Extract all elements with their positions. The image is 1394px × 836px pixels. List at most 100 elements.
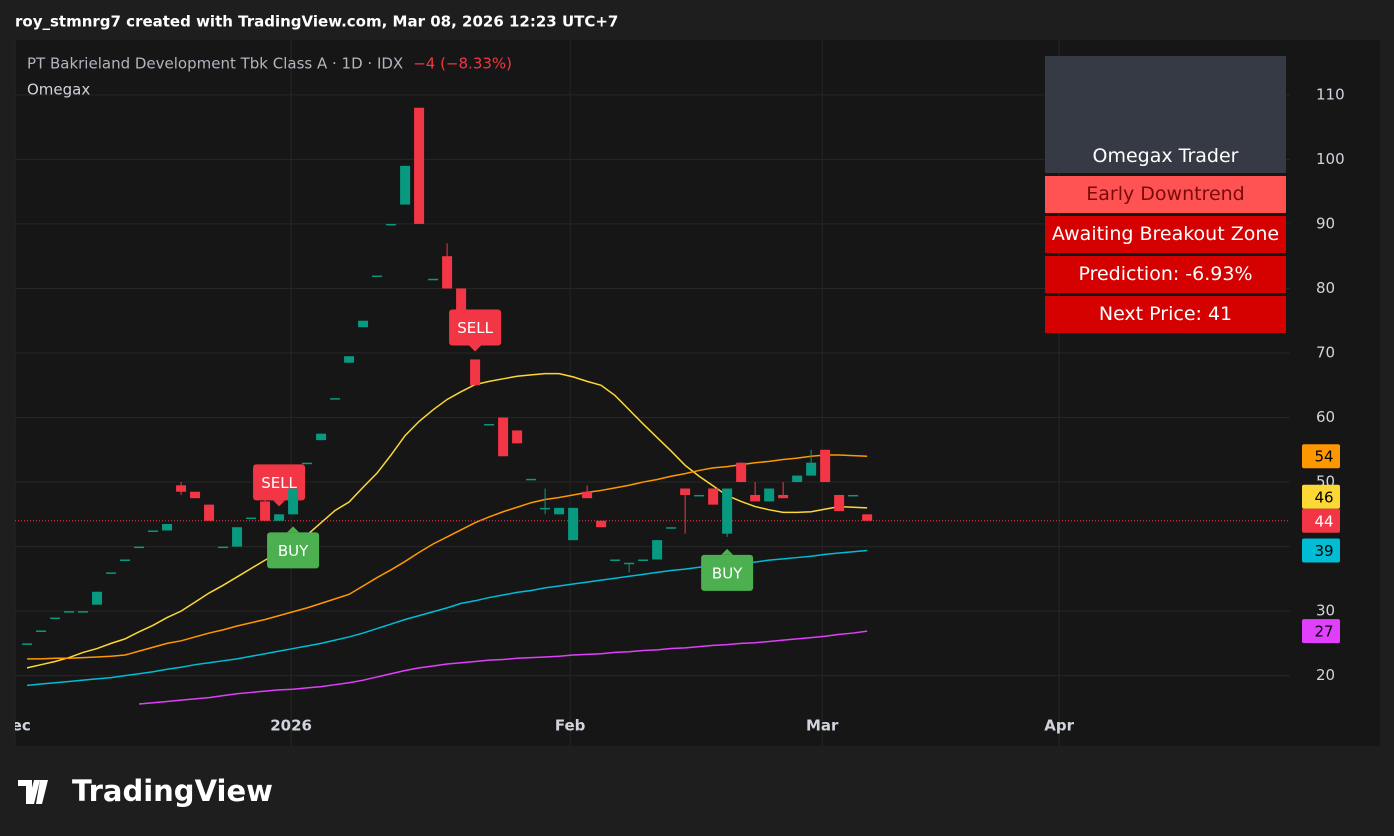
candle-body bbox=[582, 491, 593, 499]
info-row: Prediction: -6.93% bbox=[1045, 256, 1286, 293]
logo: TradingView bbox=[18, 774, 273, 808]
y-tick-label: 70 bbox=[1316, 343, 1335, 361]
candle-body bbox=[232, 527, 243, 547]
candle-body bbox=[680, 488, 691, 495]
candle-body bbox=[638, 559, 649, 561]
signal-label: BUY bbox=[278, 542, 309, 560]
candle-body bbox=[848, 494, 859, 497]
signal-arrow bbox=[287, 526, 300, 533]
ma-line bbox=[27, 454, 868, 660]
candle-body bbox=[400, 165, 411, 205]
candle-body bbox=[288, 488, 299, 515]
indicator-name: Omegax bbox=[27, 81, 90, 99]
price-label: 27 bbox=[1314, 623, 1333, 641]
candle-body bbox=[792, 475, 803, 483]
signal-box bbox=[267, 532, 320, 569]
candle-body bbox=[722, 488, 733, 534]
x-tick-label: Mar bbox=[806, 717, 839, 735]
candle-body bbox=[750, 494, 761, 502]
candle-body bbox=[834, 494, 845, 512]
candle-body bbox=[302, 462, 313, 465]
candle-body bbox=[554, 507, 565, 515]
signal: SELL bbox=[449, 309, 502, 352]
y-tick-label: 80 bbox=[1316, 279, 1335, 297]
x-tick-label: 2026 bbox=[270, 717, 312, 735]
price-label-box bbox=[1302, 444, 1340, 469]
candle-body bbox=[414, 107, 425, 224]
signal: BUY bbox=[267, 526, 320, 569]
candle-body bbox=[610, 559, 621, 561]
candle-body bbox=[778, 494, 789, 499]
signal-label: SELL bbox=[457, 319, 493, 337]
candle-body bbox=[470, 359, 481, 386]
price-label-box bbox=[1302, 619, 1340, 644]
signal-arrow bbox=[721, 548, 734, 555]
candle-body bbox=[568, 507, 579, 541]
candle-body bbox=[344, 356, 355, 363]
candle-body bbox=[540, 507, 551, 510]
candle-body bbox=[512, 430, 523, 444]
signal-label: BUY bbox=[712, 564, 743, 582]
y-tick-label: 100 bbox=[1316, 150, 1345, 168]
info-row: Early Downtrend bbox=[1045, 176, 1286, 213]
candle-body bbox=[316, 433, 327, 441]
signal-arrow bbox=[273, 500, 286, 507]
candle-body bbox=[596, 520, 607, 528]
candle-body bbox=[624, 562, 635, 565]
candle-body bbox=[358, 320, 369, 328]
candle-body bbox=[806, 462, 817, 476]
info-box: Omegax Trader Early Downtrend Awaiting B… bbox=[1045, 56, 1286, 336]
candle-body bbox=[862, 514, 873, 521]
candle-body bbox=[134, 546, 145, 549]
candle-body bbox=[260, 501, 271, 521]
price-label-box bbox=[1302, 484, 1340, 509]
candle-body bbox=[820, 449, 831, 483]
logo-icon bbox=[18, 780, 48, 804]
candle-body bbox=[666, 527, 677, 529]
candle-body bbox=[428, 278, 439, 281]
candle-body bbox=[386, 223, 397, 226]
info-title: Omegax Trader bbox=[1045, 56, 1286, 173]
candle-body bbox=[708, 488, 719, 505]
signal-box bbox=[701, 554, 754, 591]
candle-body bbox=[330, 398, 341, 400]
info-row: Awaiting Breakout Zone bbox=[1045, 216, 1286, 253]
candle-body bbox=[274, 514, 285, 521]
chart-title: PT Bakrieland Development Tbk Class A · … bbox=[27, 55, 403, 73]
candle-body bbox=[22, 643, 33, 645]
candle-body bbox=[736, 462, 747, 483]
candle-body bbox=[246, 517, 257, 520]
candle-body bbox=[120, 559, 131, 561]
y-tick-label: 90 bbox=[1316, 214, 1335, 232]
price-label: 39 bbox=[1314, 542, 1333, 560]
candle-body bbox=[652, 540, 663, 560]
candle-body bbox=[764, 488, 775, 502]
info-row: Next Price: 41 bbox=[1045, 296, 1286, 333]
x-tick-label: Apr bbox=[1044, 717, 1074, 735]
candle-body bbox=[484, 423, 495, 426]
price-label: 46 bbox=[1314, 488, 1333, 506]
candle-body bbox=[372, 275, 383, 278]
ma-line bbox=[138, 630, 868, 705]
y-tick-label: 30 bbox=[1316, 602, 1335, 620]
candle-body bbox=[204, 504, 215, 521]
candle-body bbox=[162, 524, 173, 531]
candle-body bbox=[190, 491, 201, 499]
y-tick-label: 20 bbox=[1316, 666, 1335, 684]
candle-body bbox=[64, 611, 75, 613]
signal-label: SELL bbox=[261, 474, 297, 492]
signal: BUY bbox=[701, 548, 754, 591]
candle-body bbox=[106, 572, 117, 574]
candle-body bbox=[92, 591, 103, 605]
candle-body bbox=[498, 417, 509, 457]
candle-body bbox=[148, 530, 159, 532]
candle-body bbox=[176, 485, 187, 492]
logo-text: TradingView bbox=[72, 774, 273, 808]
candle-body bbox=[78, 611, 89, 613]
signal-arrow bbox=[469, 345, 482, 352]
header: roy_stmnrg7 created with TradingView.com… bbox=[15, 13, 618, 31]
x-tick-label: Feb bbox=[555, 717, 586, 735]
y-tick-label: 60 bbox=[1316, 408, 1335, 426]
candle-body bbox=[442, 256, 453, 289]
